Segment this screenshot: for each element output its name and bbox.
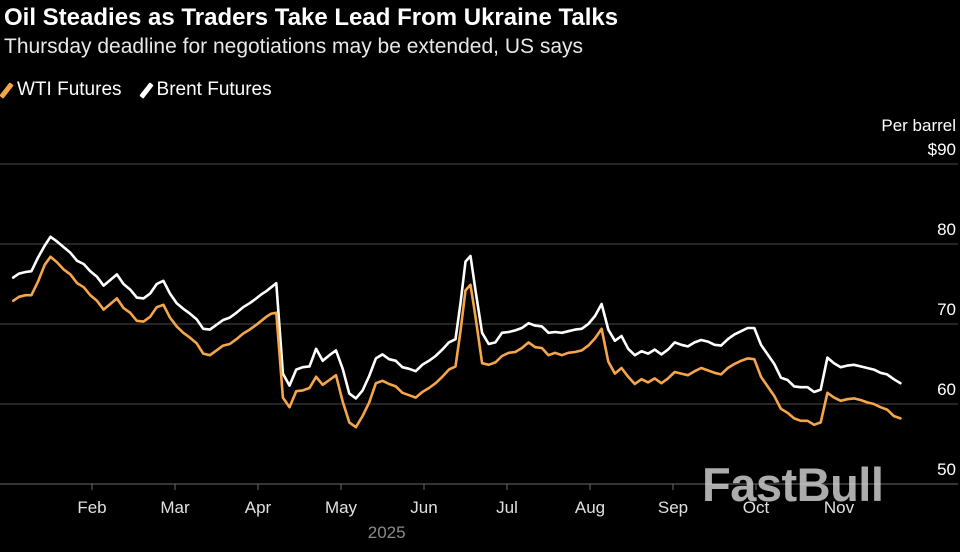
legend-label-brent: Brent Futures bbox=[156, 79, 272, 100]
x-tick-label-oct: Oct bbox=[743, 498, 770, 517]
x-tick-label-apr: Apr bbox=[245, 498, 272, 517]
legend-item-wti: WTI Futures bbox=[0, 79, 122, 101]
watermark-logo: FastBull bbox=[702, 458, 884, 511]
x-tick-label-may: May bbox=[325, 498, 358, 517]
x-tick-label-feb: Feb bbox=[77, 498, 106, 517]
series-line-brent bbox=[11, 235, 902, 400]
series-line-wti bbox=[11, 255, 902, 429]
y-tick-label-90: $90 bbox=[928, 140, 956, 159]
chart-title: Oil Steadies as Traders Take Lead From U… bbox=[4, 4, 619, 31]
x-axis-year-label: 2025 bbox=[368, 523, 406, 542]
x-tick-label-mar: Mar bbox=[160, 498, 190, 517]
x-tick-label-jun: Jun bbox=[410, 498, 437, 517]
legend-label-wti: WTI Futures bbox=[17, 79, 122, 100]
x-tick-label-sep: Sep bbox=[658, 498, 688, 517]
y-tick-label-80: 80 bbox=[937, 220, 956, 239]
chart-subtitle: Thursday deadline for negotiations may b… bbox=[4, 35, 584, 58]
y-tick-label-60: 60 bbox=[937, 380, 956, 399]
x-tick-label-aug: Aug bbox=[575, 498, 605, 517]
y-axis-unit-label: Per barrel bbox=[881, 116, 956, 135]
legend-item-brent: Brent Futures bbox=[138, 79, 272, 101]
x-tick-label-jul: Jul bbox=[496, 498, 518, 517]
legend: WTI Futures Brent Futures bbox=[0, 79, 272, 101]
x-tick-label-nov: Nov bbox=[824, 498, 855, 517]
y-tick-label-70: 70 bbox=[937, 300, 956, 319]
y-tick-label-50: 50 bbox=[937, 460, 956, 479]
